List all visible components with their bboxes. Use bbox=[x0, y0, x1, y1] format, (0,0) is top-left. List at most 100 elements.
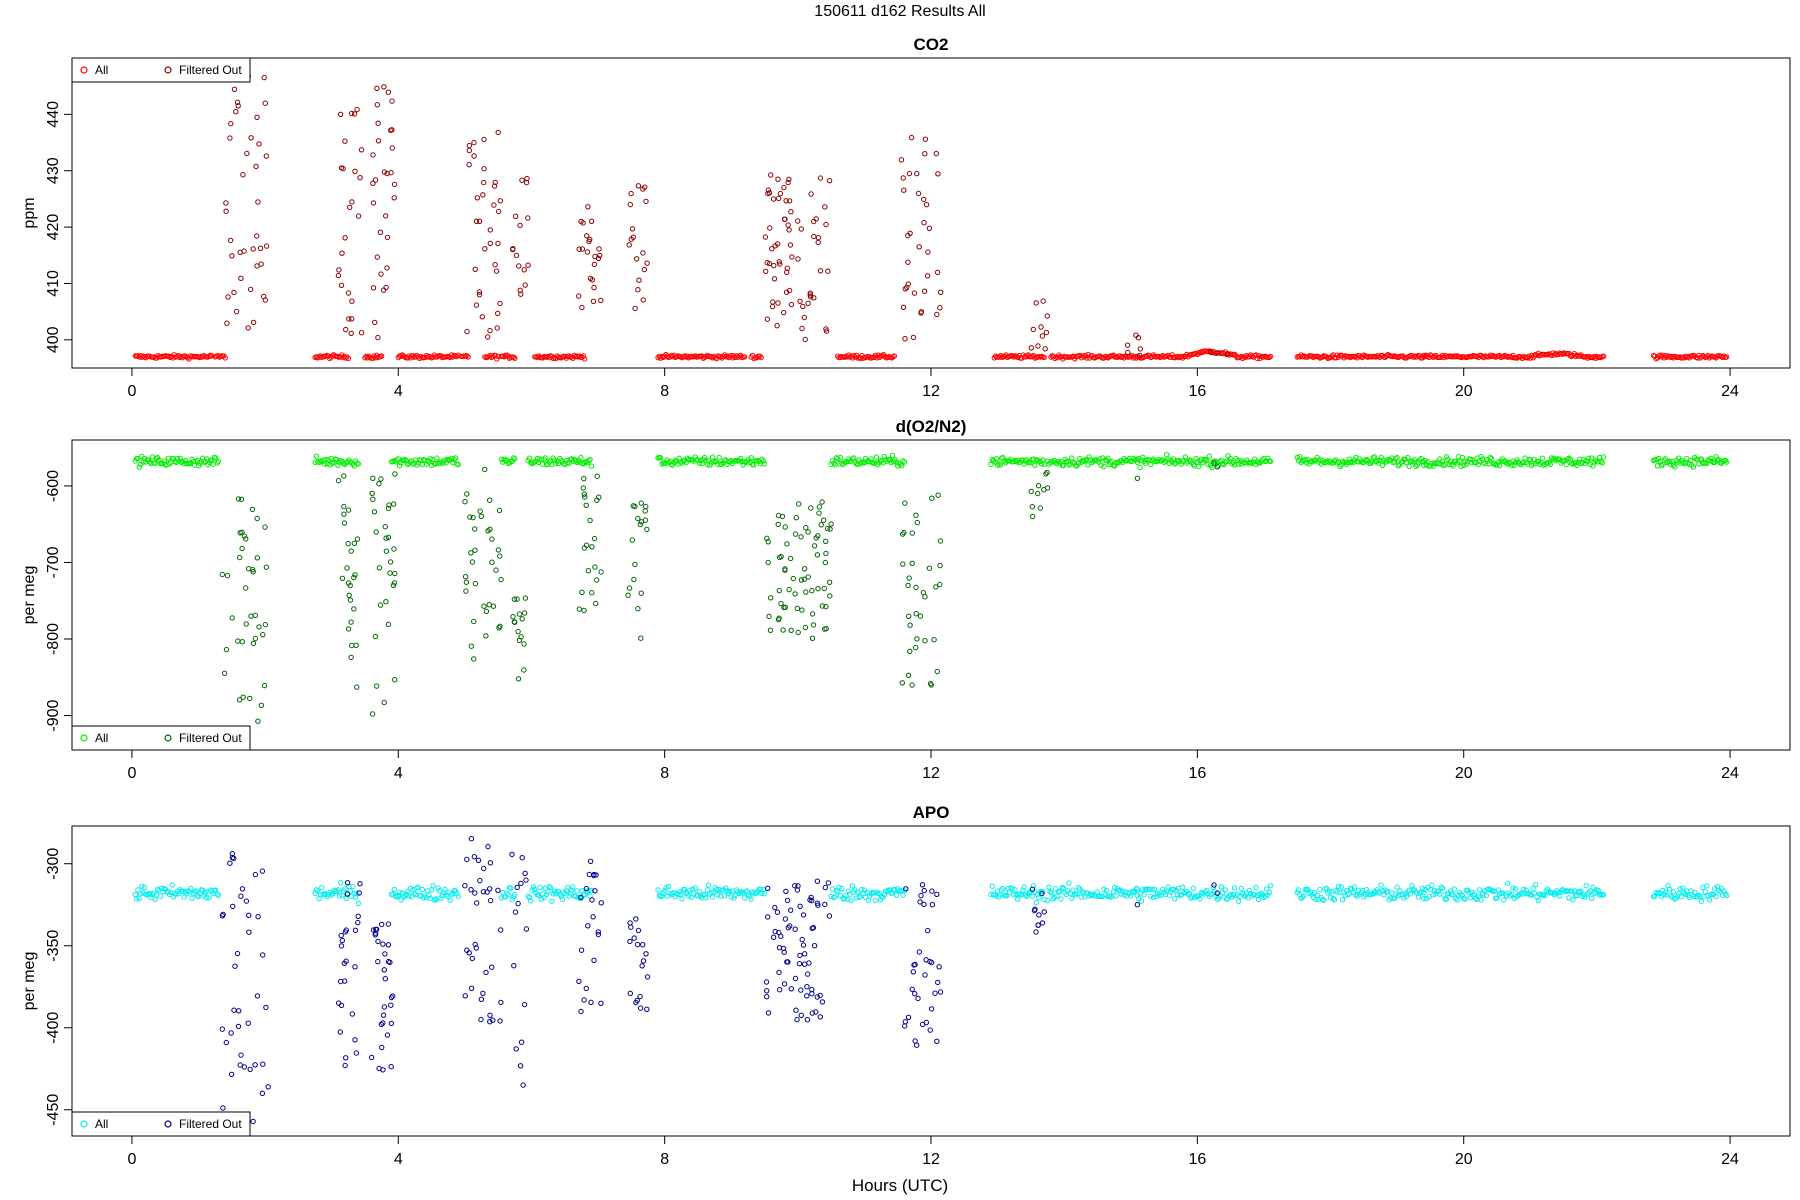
data-point bbox=[235, 496, 242, 502]
data-point bbox=[934, 891, 940, 897]
data-point bbox=[497, 1018, 503, 1024]
data-point bbox=[233, 109, 239, 115]
data-point bbox=[436, 888, 443, 894]
data-point bbox=[1459, 892, 1466, 899]
y-axis-label: per meg bbox=[21, 566, 38, 625]
data-point bbox=[223, 646, 230, 653]
data-point bbox=[592, 564, 598, 570]
data-point bbox=[816, 504, 823, 510]
data-point bbox=[788, 627, 794, 633]
data-point bbox=[823, 221, 829, 228]
data-point bbox=[1413, 463, 1419, 469]
data-point bbox=[845, 888, 852, 894]
data-point bbox=[580, 485, 586, 491]
data-point bbox=[231, 855, 237, 862]
y-tick-label: 420 bbox=[45, 214, 62, 241]
data-point bbox=[478, 513, 484, 519]
data-point bbox=[255, 199, 261, 205]
data-point bbox=[1507, 893, 1514, 899]
data-point bbox=[1708, 455, 1714, 461]
data-point bbox=[523, 877, 529, 883]
data-point bbox=[803, 589, 809, 595]
x-tick-label: 12 bbox=[922, 1151, 940, 1168]
data-point bbox=[1239, 355, 1246, 361]
data-point bbox=[570, 884, 576, 890]
data-point bbox=[229, 615, 235, 621]
data-point bbox=[801, 314, 807, 321]
data-point bbox=[252, 635, 259, 642]
data-point bbox=[644, 260, 650, 266]
data-point bbox=[1530, 886, 1536, 892]
data-point bbox=[515, 628, 521, 635]
data-point bbox=[385, 534, 392, 540]
data-point bbox=[250, 1118, 256, 1125]
data-point bbox=[802, 961, 808, 967]
data-point bbox=[523, 179, 530, 186]
data-point bbox=[1677, 886, 1683, 892]
data-point bbox=[823, 603, 829, 610]
data-point bbox=[1097, 456, 1103, 462]
data-point bbox=[595, 931, 602, 938]
data-point bbox=[763, 979, 770, 985]
data-point bbox=[1375, 460, 1382, 466]
panel-3: APO per meg 0 4 8 12 16 20 24 -300 -350 -400 -450 All… bbox=[21, 803, 1791, 1168]
data-point bbox=[508, 885, 514, 891]
data-point bbox=[587, 456, 593, 463]
data-point bbox=[768, 172, 774, 178]
data-point bbox=[643, 198, 649, 205]
data-point bbox=[239, 886, 246, 892]
data-point bbox=[1014, 896, 1021, 902]
data-point bbox=[164, 461, 170, 468]
data-point bbox=[1267, 883, 1274, 889]
data-point bbox=[579, 589, 585, 595]
data-point bbox=[786, 227, 792, 233]
data-point bbox=[1035, 922, 1041, 928]
data-point bbox=[476, 292, 483, 298]
data-point bbox=[909, 986, 915, 992]
data-point bbox=[918, 892, 924, 899]
data-point bbox=[784, 265, 790, 271]
data-point bbox=[491, 183, 498, 189]
data-point bbox=[497, 300, 503, 307]
data-point bbox=[776, 945, 783, 951]
data-point bbox=[776, 259, 782, 265]
data-point bbox=[1180, 884, 1186, 890]
data-point bbox=[926, 565, 933, 571]
data-point bbox=[481, 865, 487, 872]
data-point bbox=[395, 354, 401, 361]
data-point bbox=[1000, 885, 1006, 892]
data-point bbox=[1595, 887, 1601, 894]
data-point bbox=[1535, 897, 1542, 903]
data-point bbox=[771, 262, 777, 269]
data-point bbox=[781, 184, 787, 191]
data-point bbox=[631, 935, 637, 941]
data-point bbox=[1450, 463, 1456, 469]
data-point bbox=[1089, 460, 1095, 466]
data-point bbox=[1113, 893, 1119, 899]
data-point bbox=[633, 999, 639, 1006]
data-point bbox=[1118, 891, 1125, 897]
data-point bbox=[1590, 884, 1596, 891]
data-point bbox=[239, 639, 246, 645]
data-point bbox=[898, 157, 905, 163]
data-point bbox=[468, 550, 474, 556]
data-point bbox=[263, 153, 269, 159]
data-point bbox=[1534, 894, 1540, 900]
data-point bbox=[994, 462, 1001, 468]
data-point bbox=[152, 896, 158, 903]
data-point bbox=[583, 458, 589, 465]
data-point bbox=[905, 232, 911, 239]
data-point bbox=[709, 894, 716, 900]
data-point bbox=[826, 913, 833, 919]
data-point bbox=[396, 889, 403, 896]
data-point bbox=[246, 912, 252, 918]
data-point bbox=[835, 455, 841, 462]
data-point bbox=[899, 680, 905, 686]
data-point bbox=[774, 909, 781, 915]
data-point bbox=[574, 888, 580, 894]
data-point bbox=[1257, 891, 1263, 897]
data-point bbox=[512, 213, 519, 220]
data-point bbox=[346, 316, 352, 322]
data-point bbox=[639, 963, 645, 969]
data-point bbox=[1214, 890, 1221, 896]
